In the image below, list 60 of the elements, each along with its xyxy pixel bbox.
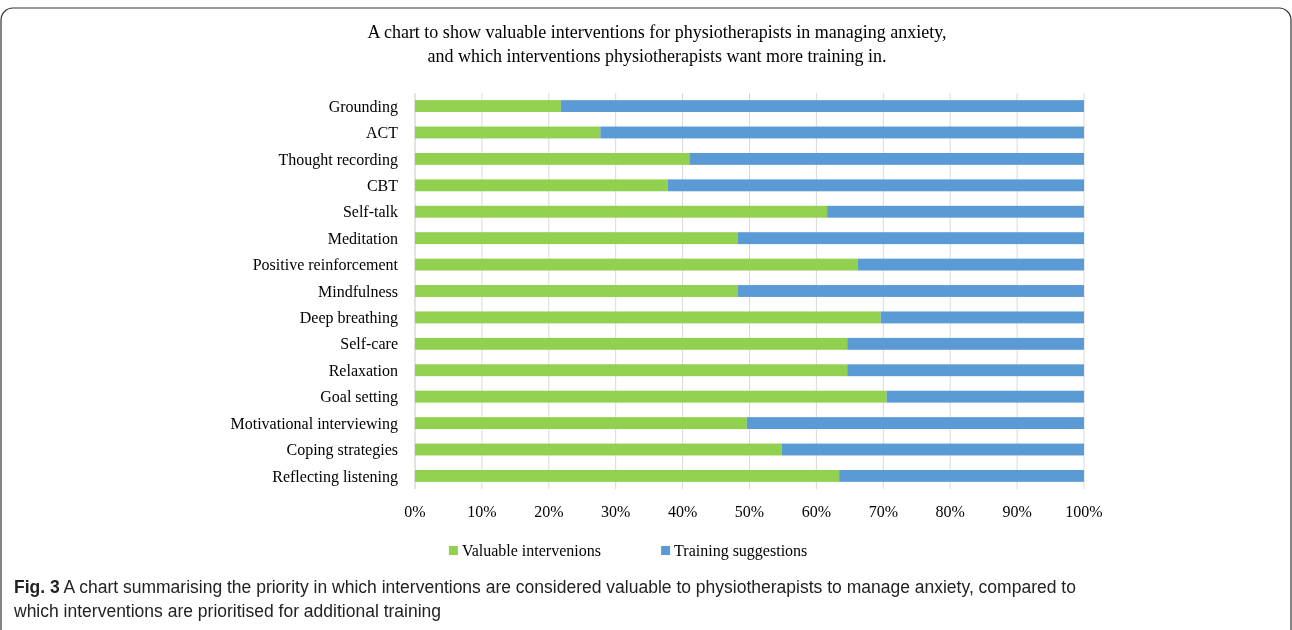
y-tick-label: Grounding — [328, 97, 398, 116]
chart-title: A chart to show valuable interventions for physiotherapists in managing anxiety, and which interventions physiotherapists want more training in. — [367, 22, 947, 66]
legend-label: Training suggestions — [674, 542, 808, 560]
bar — [415, 443, 782, 456]
bar — [857, 258, 1084, 271]
y-tick-label: ACT — [366, 124, 399, 142]
y-tick-label: Goal setting — [320, 388, 398, 407]
bar — [415, 179, 668, 192]
y-tick-label: Relaxation — [328, 361, 398, 379]
bar — [415, 364, 848, 377]
y-tick-label: Self-care — [340, 335, 398, 353]
x-tick-label: 80% — [935, 503, 965, 520]
y-tick-label: Mindfulness — [318, 282, 398, 300]
x-tick-label: 10% — [467, 503, 497, 520]
bar — [689, 152, 1084, 165]
x-tick-label: 60% — [801, 503, 832, 520]
bar — [415, 311, 881, 324]
bar — [415, 258, 858, 271]
caption: Fig. 3 A chart summarising the priority in which interventions are considered valuable to physiotherapists to manage anxiety, compared to which interventions are prioritised for additional training — [13, 577, 1076, 621]
bar — [415, 469, 840, 482]
x-tick-label: 20% — [534, 503, 564, 520]
y-tick-label: CBT — [366, 176, 399, 194]
x-tick-label: 70% — [868, 503, 898, 520]
bar — [737, 232, 1084, 245]
bar — [415, 417, 747, 430]
bar — [781, 443, 1084, 456]
bar — [415, 390, 887, 403]
bar — [839, 469, 1084, 482]
bar — [415, 152, 690, 165]
bar — [415, 337, 848, 350]
y-tick-label: Thought recording — [278, 150, 398, 169]
y-tick-label: Deep breathing — [299, 309, 398, 328]
bar — [415, 205, 828, 218]
x-tick-label: 40% — [667, 503, 698, 520]
y-tick-label: Meditation — [327, 229, 398, 247]
y-tick-label: Coping strategies — [286, 441, 398, 460]
bar — [880, 311, 1084, 324]
bar — [415, 285, 738, 297]
bar — [886, 390, 1084, 403]
bar — [415, 100, 561, 113]
bar — [847, 337, 1084, 350]
legend-label: Valuable intervenions — [461, 542, 601, 559]
bar — [415, 126, 601, 139]
bar — [746, 417, 1084, 430]
x-tick-label: 0% — [404, 503, 426, 520]
x-tick-label: 90% — [1002, 503, 1032, 520]
bar — [667, 179, 1084, 192]
y-tick-label: Positive reinforcement — [252, 256, 399, 274]
bar — [827, 205, 1084, 218]
bar — [600, 126, 1084, 139]
x-tick-label: 30% — [601, 503, 631, 520]
bar — [415, 232, 738, 245]
x-tick-label: 50% — [734, 503, 765, 520]
bar — [847, 364, 1084, 377]
y-tick-label: Motivational interviewing — [230, 414, 398, 433]
bar — [560, 100, 1084, 113]
bar — [737, 285, 1084, 297]
y-tick-label: Self-talk — [342, 203, 398, 221]
x-tick-label: 100% — [1065, 503, 1103, 520]
y-tick-label: Reflecting listening — [272, 467, 398, 486]
